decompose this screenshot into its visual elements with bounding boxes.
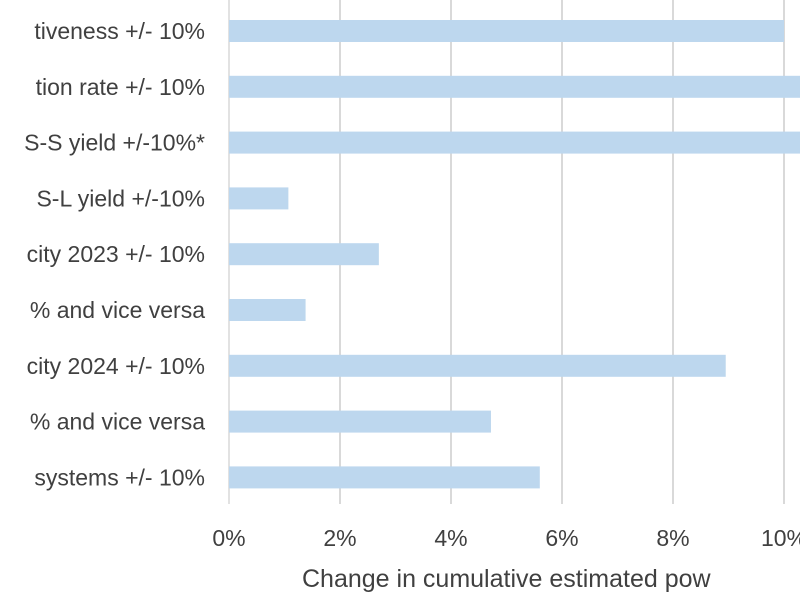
- x-tick-label: 8%: [656, 525, 689, 551]
- bar: [229, 354, 726, 377]
- bar: [229, 243, 379, 266]
- x-tick-label: 2%: [323, 525, 356, 551]
- category-label: tiveness +/- 10%: [34, 18, 205, 44]
- x-axis-tick-labels: 0% 2% 4% 6% 8% 10%: [212, 525, 800, 551]
- category-label: city 2024 +/- 10%: [27, 353, 205, 379]
- x-tick-label: 0%: [212, 525, 245, 551]
- category-labels: tiveness +/- 10% tion rate +/- 10% S-S yie…: [24, 18, 205, 490]
- category-label: % and vice versa: [30, 297, 205, 323]
- category-label: systems +/- 10%: [34, 464, 205, 490]
- bar: [229, 299, 306, 321]
- x-axis-title: Change in cumulative estimated pow: [302, 565, 712, 593]
- bar: [229, 187, 289, 210]
- bar: [229, 466, 540, 489]
- category-label: % and vice versa: [30, 409, 205, 435]
- bar: [229, 20, 784, 42]
- bar: [229, 131, 800, 154]
- bar: [229, 410, 491, 433]
- category-label: city 2023 +/- 10%: [27, 241, 205, 267]
- bar: [229, 75, 800, 98]
- x-tick-label: 4%: [434, 525, 467, 551]
- x-tick-label: 10%: [761, 525, 800, 551]
- x-tick-label: 6%: [545, 525, 578, 551]
- category-label: S-L yield +/-10%: [36, 185, 205, 211]
- category-label: S-S yield +/-10%*: [24, 130, 205, 156]
- bars: [229, 20, 800, 489]
- category-label: tion rate +/- 10%: [36, 74, 205, 100]
